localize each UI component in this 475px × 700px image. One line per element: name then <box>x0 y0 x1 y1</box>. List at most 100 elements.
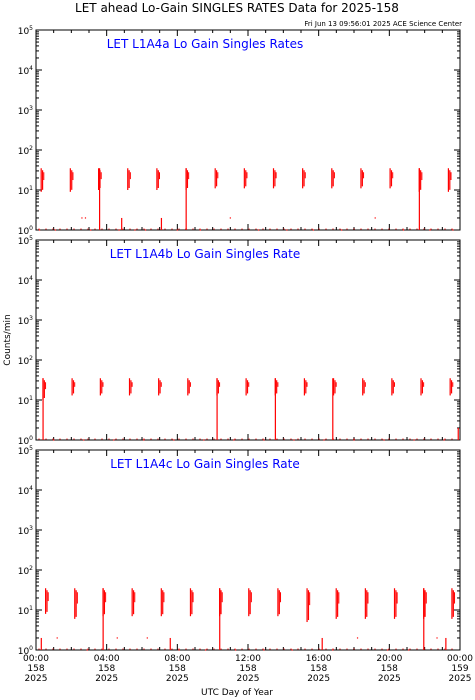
data-point <box>53 439 55 441</box>
data-point <box>341 229 343 231</box>
y-tick-label: 102 <box>18 355 33 367</box>
data-point <box>263 439 265 441</box>
data-point <box>116 637 118 639</box>
x-tick-day: 159 <box>451 664 468 674</box>
panel-title: LET L1A4b Lo Gain Singles Rate <box>110 247 301 261</box>
data-burst <box>447 168 452 192</box>
x-tick-year: 2025 <box>378 674 401 684</box>
data-point <box>90 229 92 231</box>
data-point <box>443 439 445 441</box>
y-tick-label: 100 <box>18 645 33 657</box>
data-point <box>56 637 58 639</box>
timestamp-label: Fri Jun 13 09:56:01 2025 ACE Science Cen… <box>304 20 462 28</box>
data-point <box>235 649 237 651</box>
data-point <box>134 229 136 231</box>
data-point <box>332 649 334 651</box>
data-burst <box>331 168 335 189</box>
x-tick-year: 2025 <box>307 674 330 684</box>
data-burst <box>362 378 366 396</box>
panel-1: 100 101 102 103 104 105 LET L1A4a Lo Gain Sing… <box>18 25 461 237</box>
data-burst <box>156 168 160 190</box>
data-point <box>353 439 355 441</box>
data-point <box>199 229 201 231</box>
data-point <box>293 439 295 441</box>
data-point <box>144 229 147 231</box>
x-tick-day: 158 <box>381 664 398 674</box>
data-point <box>263 649 265 651</box>
y-tick-label: 104 <box>18 275 33 287</box>
data-burst <box>449 378 454 396</box>
x-tick-time: 16:00 <box>306 654 332 664</box>
x-tick-time: 00:00 <box>23 654 49 664</box>
data-burst <box>420 378 425 396</box>
y-tick-label: 101 <box>18 605 33 617</box>
x-tick-time: 12:00 <box>235 654 261 664</box>
data-point <box>286 229 288 231</box>
data-point <box>291 649 293 651</box>
data-burst <box>248 588 252 617</box>
x-tick-time: 00:00 <box>447 654 473 664</box>
data-burst <box>364 588 369 619</box>
data-point <box>173 439 175 441</box>
panel-title: LET L1A4a Lo Gain Singles Rates <box>107 37 304 51</box>
y-axis-label: Counts/min <box>3 314 13 365</box>
data-burst <box>71 378 76 396</box>
data-point <box>113 439 115 441</box>
data-burst <box>389 168 394 189</box>
x-axis-label: UTC Day of Year <box>201 688 273 698</box>
data-burst <box>189 588 194 617</box>
data-burst <box>245 378 250 396</box>
data-burst <box>332 378 337 396</box>
data-burst <box>187 378 191 396</box>
y-tick-label: 104 <box>18 65 33 77</box>
data-point <box>229 217 231 219</box>
y-tick-label: 105 <box>18 445 33 457</box>
data-burst <box>127 168 131 190</box>
data-point <box>203 439 205 441</box>
data-point <box>386 649 389 651</box>
data-point <box>356 637 359 639</box>
x-tick-year: 2025 <box>95 674 118 684</box>
plot-frame <box>35 449 461 651</box>
x-tick-year: 2025 <box>449 674 472 684</box>
data-burst <box>306 588 311 623</box>
panel-title: LET L1A4c Lo Gain Singles Rate <box>110 457 300 471</box>
data-point <box>429 229 431 231</box>
data-burst <box>302 168 306 189</box>
data-burst <box>360 168 365 189</box>
panel-3: 100 101 102 103 104 105 LET L1A4c Lo Gain Sing… <box>18 445 461 657</box>
data-point <box>312 229 314 231</box>
data-burst <box>272 168 277 189</box>
data-point <box>205 649 207 651</box>
chart-title: LET ahead Lo-Gain SINGLES RATES Data for… <box>75 1 399 15</box>
data-point <box>86 649 88 651</box>
data-point <box>83 439 85 441</box>
x-tick-labels: 00:00158202504:00158202508:00158202512:0… <box>23 654 473 684</box>
y-tick-label: 102 <box>18 565 33 577</box>
y-tick-label: 101 <box>18 185 33 197</box>
x-tick-year: 2025 <box>237 674 260 684</box>
data-point <box>54 229 57 231</box>
data-point <box>233 439 235 441</box>
data-burst <box>69 168 74 192</box>
data-burst <box>277 588 282 617</box>
y-tick-label: 105 <box>18 235 33 247</box>
y-tick-label: 103 <box>18 315 33 327</box>
y-tick-label: 103 <box>18 525 33 537</box>
x-tick-time: 04:00 <box>94 654 120 664</box>
y-tick-label: 100 <box>18 225 33 237</box>
data-burst <box>335 588 340 619</box>
panel-2: 100 101 102 103 104 105 LET L1A4b Lo Gain Sing… <box>18 235 461 447</box>
data-point <box>374 217 376 219</box>
plot-frame <box>35 239 461 441</box>
data-point <box>81 217 83 219</box>
data-burst <box>303 378 308 396</box>
x-tick-year: 2025 <box>166 674 189 684</box>
data-point <box>402 229 405 231</box>
data-burst <box>393 588 398 619</box>
data-burst <box>44 588 49 614</box>
data-burst <box>99 378 104 396</box>
data-point <box>408 649 410 651</box>
